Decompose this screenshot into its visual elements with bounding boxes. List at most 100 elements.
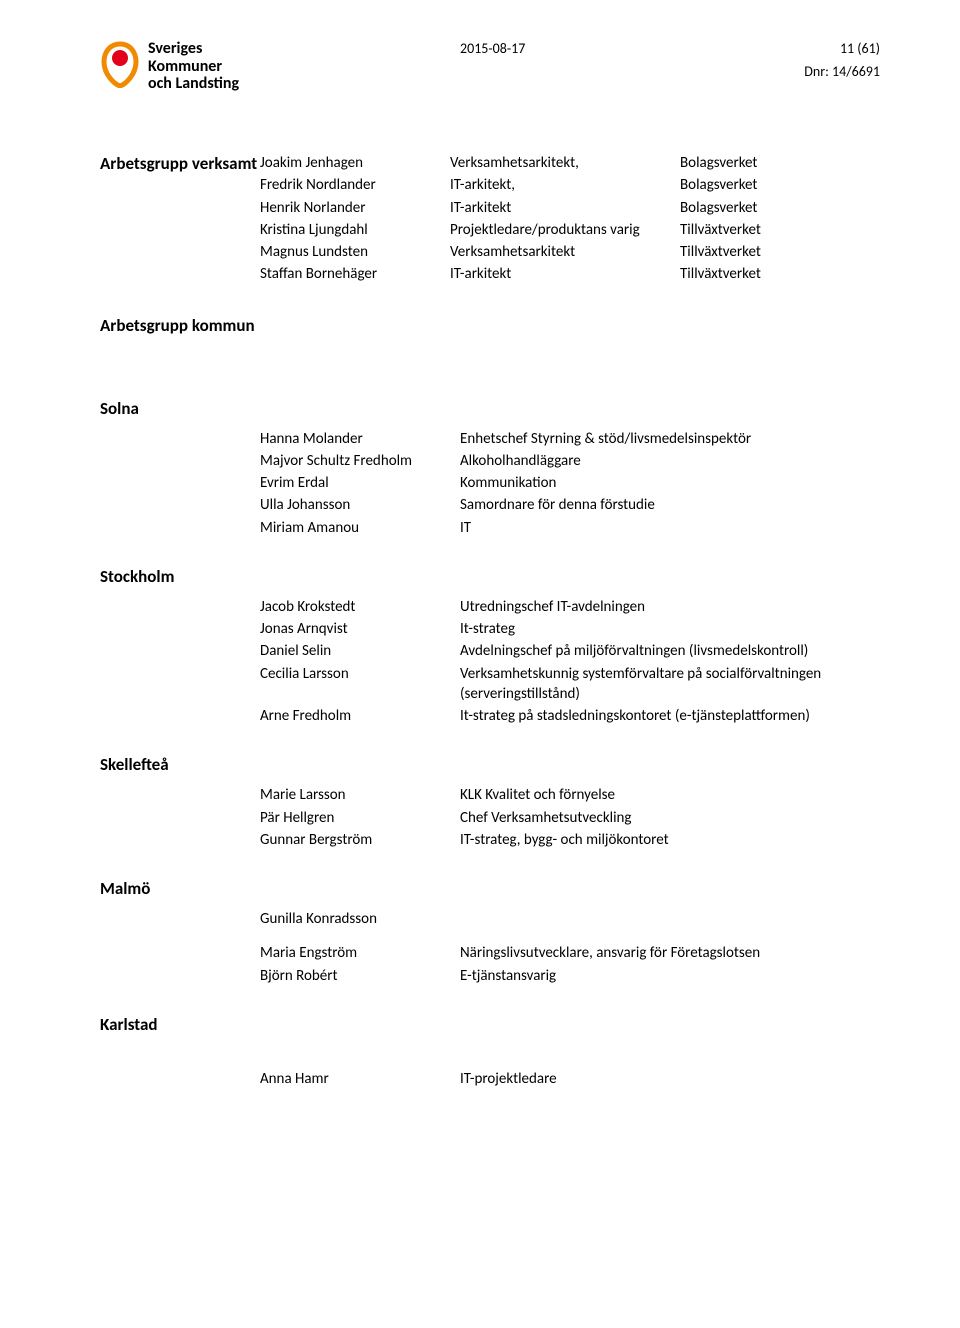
person-name: Magnus Lundsten: [260, 242, 450, 262]
table-row: Björn Robért E-tjänstansvarig: [260, 966, 880, 986]
table-row: Arne Fredholm It-strateg på stadsledning…: [260, 706, 880, 726]
city-heading: Malmö: [100, 878, 880, 899]
person-role: Kommunikation: [460, 473, 880, 493]
person-role: Projektledare/produktans varig: [450, 220, 680, 240]
table-row: Maria Engström Näringslivsutvecklare, an…: [260, 943, 880, 963]
table-row: Evrim Erdal Kommunikation: [260, 473, 880, 493]
person-name: Daniel Selin: [260, 641, 460, 661]
person-role: Enhetschef Styrning & stöd/livsmedelsins…: [460, 429, 880, 449]
org-name: Sveriges Kommuner och Landsting: [148, 40, 239, 93]
city-skelleftea: Skellefteå Marie Larsson KLK Kvalitet oc…: [100, 754, 880, 850]
document-dnr: Dnr: 14/6691: [804, 63, 880, 80]
person-name: Ulla Johansson: [260, 495, 460, 515]
page-number: 11 (61): [840, 40, 880, 57]
group-table: Joakim Jenhagen Verksamhetsarkitekt, Bol…: [260, 153, 880, 287]
person-role: Verksamhetsarkitekt: [450, 242, 680, 262]
person-role: KLK Kvalitet och förnyelse: [460, 785, 880, 805]
person-name: Hanna Molander: [260, 429, 460, 449]
person-name: Gunilla Konradsson: [260, 909, 460, 929]
person-role: Avdelningschef på miljöförvaltningen (li…: [460, 641, 880, 661]
person-name: Pär Hellgren: [260, 808, 460, 828]
person-role: IT: [460, 518, 880, 538]
person-role: Chef Verksamhetsutveckling: [460, 808, 880, 828]
person-role: It-strateg: [460, 619, 880, 639]
person-name: Evrim Erdal: [260, 473, 460, 493]
group-verksamt: Arbetsgrupp verksamt Joakim Jenhagen Ver…: [100, 153, 880, 287]
city-malmo: Malmö Gunilla Konradsson Maria Engström …: [100, 878, 880, 986]
table-row: Gunnar Bergström IT-strateg, bygg- och m…: [260, 830, 880, 850]
person-org: Tillväxtverket: [680, 220, 880, 240]
page-header: Sveriges Kommuner och Landsting 2015-08-…: [100, 40, 880, 93]
person-name: Gunnar Bergström: [260, 830, 460, 850]
group-label: Arbetsgrupp verksamt: [100, 153, 260, 174]
person-name: Henrik Norlander: [260, 198, 450, 218]
city-karlstad: Karlstad Anna Hamr IT-projektledare: [100, 1014, 880, 1089]
org-line: Sveriges: [148, 40, 239, 58]
table-row: Daniel Selin Avdelningschef på miljöförv…: [260, 641, 880, 661]
city-heading: Skellefteå: [100, 754, 880, 775]
group-label: Arbetsgrupp kommun: [100, 315, 260, 336]
person-name: Staffan Bornehäger: [260, 264, 450, 284]
table-row: Majvor Schultz Fredholm Alkoholhandlägga…: [260, 451, 880, 471]
person-org: Bolagsverket: [680, 198, 880, 218]
person-org: Tillväxtverket: [680, 264, 880, 284]
table-row: Anna Hamr IT-projektledare: [260, 1069, 880, 1089]
person-role: It-strateg på stadsledningskontoret (e-t…: [460, 706, 880, 726]
table-row: Jacob Krokstedt Utredningschef IT-avdeln…: [260, 597, 880, 617]
city-table: Jacob Krokstedt Utredningschef IT-avdeln…: [260, 597, 880, 727]
city-stockholm: Stockholm Jacob Krokstedt Utredningschef…: [100, 566, 880, 727]
city-table: Marie Larsson KLK Kvalitet och förnyelse…: [260, 785, 880, 850]
person-name: Anna Hamr: [260, 1069, 460, 1089]
person-org: Bolagsverket: [680, 153, 880, 173]
table-row: Joakim Jenhagen Verksamhetsarkitekt, Bol…: [260, 153, 880, 173]
person-name: Maria Engström: [260, 943, 460, 963]
person-name: Arne Fredholm: [260, 706, 460, 726]
person-role: IT-projektledare: [460, 1069, 880, 1089]
header-meta: 2015-08-17 11 (61) Dnr: 14/6691: [460, 40, 880, 80]
person-name: Kristina Ljungdahl: [260, 220, 450, 240]
city-heading: Stockholm: [100, 566, 880, 587]
person-role: Samordnare för denna förstudie: [460, 495, 880, 515]
document-date: 2015-08-17: [460, 40, 525, 57]
org-line: Kommuner: [148, 58, 239, 76]
person-name: Marie Larsson: [260, 785, 460, 805]
person-role: Verksamhetsarkitekt,: [450, 153, 680, 173]
table-row: Marie Larsson KLK Kvalitet och förnyelse: [260, 785, 880, 805]
city-solna: Solna Hanna Molander Enhetschef Styrning…: [100, 398, 880, 538]
table-row: Staffan Bornehäger IT-arkitekt Tillväxtv…: [260, 264, 880, 284]
person-role: IT-strateg, bygg- och miljökontoret: [460, 830, 880, 850]
table-row: Cecilia Larsson Verksamhetskunnig system…: [260, 664, 880, 705]
person-role: IT-arkitekt,: [450, 175, 680, 195]
person-role: Näringslivsutvecklare, ansvarig för Före…: [460, 943, 880, 963]
person-role: E-tjänstansvarig: [460, 966, 880, 986]
table-row: Kristina Ljungdahl Projektledare/produkt…: [260, 220, 880, 240]
person-name: Jonas Arnqvist: [260, 619, 460, 639]
person-org: Tillväxtverket: [680, 242, 880, 262]
table-row: Ulla Johansson Samordnare för denna förs…: [260, 495, 880, 515]
person-role: Utredningschef IT-avdelningen: [460, 597, 880, 617]
person-role: IT-arkitekt: [450, 198, 680, 218]
table-row: Gunilla Konradsson: [260, 909, 880, 929]
logo-block: Sveriges Kommuner och Landsting: [100, 40, 239, 93]
table-row: Miriam Amanou IT: [260, 518, 880, 538]
person-name: Miriam Amanou: [260, 518, 460, 538]
table-row: Fredrik Nordlander IT-arkitekt, Bolagsve…: [260, 175, 880, 195]
group-kommun: Arbetsgrupp kommun: [100, 315, 880, 336]
table-row: Henrik Norlander IT-arkitekt Bolagsverke…: [260, 198, 880, 218]
person-name: Joakim Jenhagen: [260, 153, 450, 173]
person-role: Alkoholhandläggare: [460, 451, 880, 471]
city-table: Gunilla Konradsson Maria Engström Näring…: [260, 909, 880, 986]
skl-logo-icon: [100, 40, 140, 93]
person-role: Verksamhetskunnig systemförvaltare på so…: [460, 664, 880, 705]
city-heading: Karlstad: [100, 1014, 880, 1035]
table-row: Pär Hellgren Chef Verksamhetsutveckling: [260, 808, 880, 828]
person-name: Fredrik Nordlander: [260, 175, 450, 195]
person-name: Cecilia Larsson: [260, 664, 460, 684]
table-row: Magnus Lundsten Verksamhetsarkitekt Till…: [260, 242, 880, 262]
city-heading: Solna: [100, 398, 880, 419]
person-name: Björn Robért: [260, 966, 460, 986]
table-row: Jonas Arnqvist It-strateg: [260, 619, 880, 639]
table-row: Hanna Molander Enhetschef Styrning & stö…: [260, 429, 880, 449]
city-table: Hanna Molander Enhetschef Styrning & stö…: [260, 429, 880, 538]
person-name: Majvor Schultz Fredholm: [260, 451, 460, 471]
